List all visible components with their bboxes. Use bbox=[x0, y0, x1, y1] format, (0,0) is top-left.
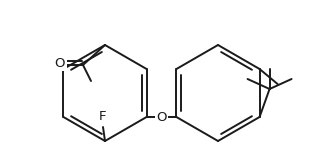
Text: O: O bbox=[55, 56, 65, 70]
Text: O: O bbox=[156, 111, 167, 124]
Text: F: F bbox=[99, 110, 107, 123]
